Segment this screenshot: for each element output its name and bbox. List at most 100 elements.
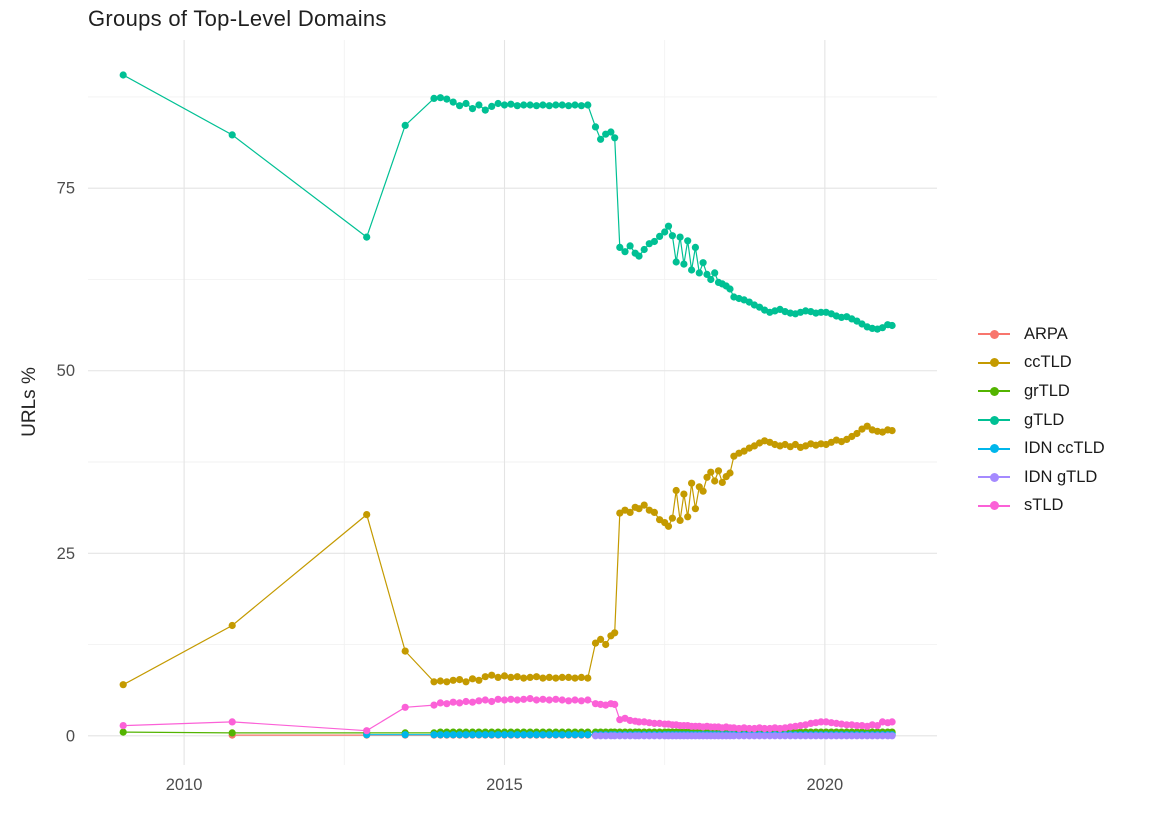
data-point-idn-cctld	[456, 731, 464, 739]
data-point-stld	[635, 718, 643, 726]
legend-entry-idn-gtld: IDN gTLD	[978, 463, 1105, 492]
data-point-stld	[611, 700, 619, 709]
data-point-gtld	[449, 98, 457, 106]
x-tick-label: 2010	[166, 776, 203, 794]
data-point-cctld	[520, 674, 528, 682]
data-point-stld	[571, 696, 579, 704]
data-point-stld	[817, 718, 825, 726]
data-point-cctld	[888, 427, 896, 435]
data-point-gtld	[699, 259, 707, 267]
data-point-stld	[552, 695, 560, 703]
legend-entry-idn-cctld: IDN ccTLD	[978, 434, 1105, 463]
data-point-stld	[481, 696, 489, 704]
y-tick-label: 0	[66, 727, 75, 745]
data-point-idn-cctld	[500, 731, 509, 739]
data-point-gtld	[545, 102, 553, 110]
data-point-gtld	[565, 102, 573, 110]
data-point-cctld	[584, 674, 592, 682]
data-point-gtld	[430, 94, 438, 102]
data-point-stld	[520, 695, 528, 703]
data-point-stld	[228, 718, 236, 726]
data-point-gtld	[532, 102, 541, 110]
legend-label: grTLD	[1024, 381, 1070, 400]
data-point-stld	[401, 703, 409, 711]
data-point-idn-gtld	[591, 732, 600, 740]
data-point-gtld	[611, 134, 619, 142]
data-point-idn-cctld	[481, 731, 489, 739]
data-point-idn-cctld	[526, 731, 534, 739]
data-point-cctld	[707, 468, 715, 476]
legend-entry-grtld: grTLD	[978, 377, 1105, 406]
data-point-idn-cctld	[584, 731, 592, 739]
data-point-idn-cctld	[545, 731, 553, 739]
legend-dot-icon	[989, 444, 999, 454]
data-point-idn-gtld	[602, 732, 610, 740]
data-point-gtld	[607, 128, 615, 136]
data-point-cctld	[664, 522, 673, 530]
data-point-gtld	[680, 260, 688, 268]
data-point-gtld	[616, 243, 624, 251]
data-point-cctld	[507, 673, 515, 682]
data-point-gtld	[640, 245, 648, 254]
data-point-cctld	[668, 514, 677, 522]
data-point-stld	[539, 695, 547, 703]
data-point-grtld	[119, 728, 127, 736]
data-point-idn-gtld	[611, 732, 619, 740]
data-point-stld	[565, 697, 573, 705]
data-point-cctld	[611, 629, 619, 637]
legend-key-icon	[978, 439, 1010, 459]
data-point-cctld	[488, 671, 496, 679]
legend-label: ARPA	[1024, 324, 1068, 343]
data-point-stld	[119, 722, 127, 730]
data-point-idn-gtld	[822, 732, 830, 740]
data-point-stld	[745, 724, 753, 733]
data-point-stld	[577, 697, 586, 705]
data-point-stld	[513, 696, 521, 704]
data-point-idn-cctld	[430, 731, 438, 739]
data-point-cctld	[740, 447, 748, 455]
data-point-cctld	[539, 674, 547, 682]
data-point-idn-gtld	[827, 732, 835, 740]
data-point-gtld	[228, 131, 236, 139]
x-tick-label: 2020	[807, 776, 844, 794]
data-point-idn-cctld	[449, 731, 457, 739]
data-point-idn-gtld	[745, 732, 753, 740]
data-point-cctld	[513, 673, 521, 681]
data-point-cctld	[456, 676, 464, 684]
data-point-gtld	[707, 275, 715, 284]
data-point-gtld	[507, 100, 515, 108]
data-point-cctld	[430, 678, 438, 686]
data-point-idn-gtld	[796, 732, 805, 740]
data-point-cctld	[462, 678, 470, 686]
data-point-gtld	[520, 101, 528, 109]
data-point-stld	[526, 695, 534, 703]
data-point-gtld	[526, 101, 534, 109]
legend: ARPA ccTLD grTLD gTLD IDN ccTLD IDN gTLD sTLD	[978, 320, 1105, 520]
data-point-idn-cctld	[507, 731, 515, 739]
data-point-gtld	[650, 237, 659, 246]
data-point-cctld	[481, 673, 489, 681]
data-point-idn-gtld	[766, 732, 774, 740]
series-line-gtld	[122, 74, 893, 330]
data-point-gtld	[539, 101, 547, 109]
data-point-gtld	[703, 270, 711, 278]
legend-label: IDN ccTLD	[1024, 439, 1105, 458]
data-point-gtld	[475, 101, 483, 109]
data-point-idn-gtld	[888, 732, 896, 740]
data-point-idn-cctld	[552, 731, 560, 739]
data-point-cctld	[718, 478, 726, 486]
data-point-cctld	[863, 422, 871, 430]
data-point-idn-cctld	[494, 731, 502, 739]
data-point-cctld	[526, 673, 534, 682]
data-point-cctld	[571, 674, 579, 682]
data-point-idn-cctld	[577, 731, 586, 739]
data-point-cctld	[680, 490, 688, 498]
data-point-stld	[888, 718, 896, 726]
data-point-stld	[873, 722, 882, 730]
data-point-stld	[449, 698, 457, 706]
data-point-idn-gtld	[771, 732, 779, 740]
data-point-idn-cctld	[488, 731, 496, 739]
data-point-gtld	[558, 101, 566, 109]
data-point-gtld	[684, 237, 692, 245]
data-point-stld	[430, 701, 438, 709]
